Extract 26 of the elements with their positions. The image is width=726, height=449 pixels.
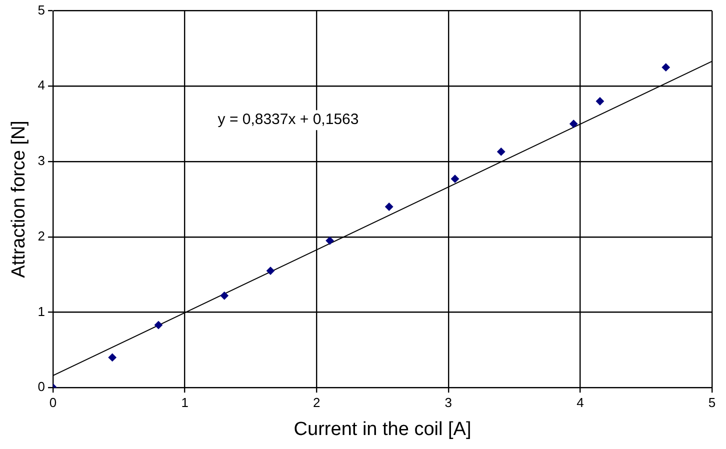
point — [266, 266, 274, 275]
point — [108, 353, 116, 362]
point — [154, 321, 162, 330]
point — [451, 174, 459, 183]
point — [497, 148, 506, 156]
x-tick-label: 4 — [576, 394, 584, 410]
x-tick-label: 3 — [444, 394, 452, 410]
y-axis-title: Attraction force [N] — [8, 120, 30, 278]
annotation: y = 0,8337x + 0,1563 — [218, 111, 359, 128]
point — [220, 292, 228, 300]
x-tick-label: 1 — [181, 394, 188, 410]
y-tick-label: 5 — [38, 2, 46, 18]
x-axis-title: Current in the coil [A] — [294, 418, 472, 440]
point — [385, 202, 394, 211]
y-tick-label: 0 — [38, 379, 46, 394]
point — [662, 63, 670, 72]
point — [596, 97, 604, 106]
x-tick-label: 0 — [49, 394, 57, 410]
y-tick-label: 2 — [38, 228, 46, 244]
y-tick-label: 3 — [38, 153, 46, 168]
y-tick-label: 4 — [38, 78, 46, 93]
x-tick-label: 2 — [313, 394, 320, 410]
y-tick-label: 1 — [38, 304, 46, 319]
point — [326, 236, 334, 245]
x-tick-label: 5 — [708, 394, 716, 410]
point — [570, 120, 578, 128]
